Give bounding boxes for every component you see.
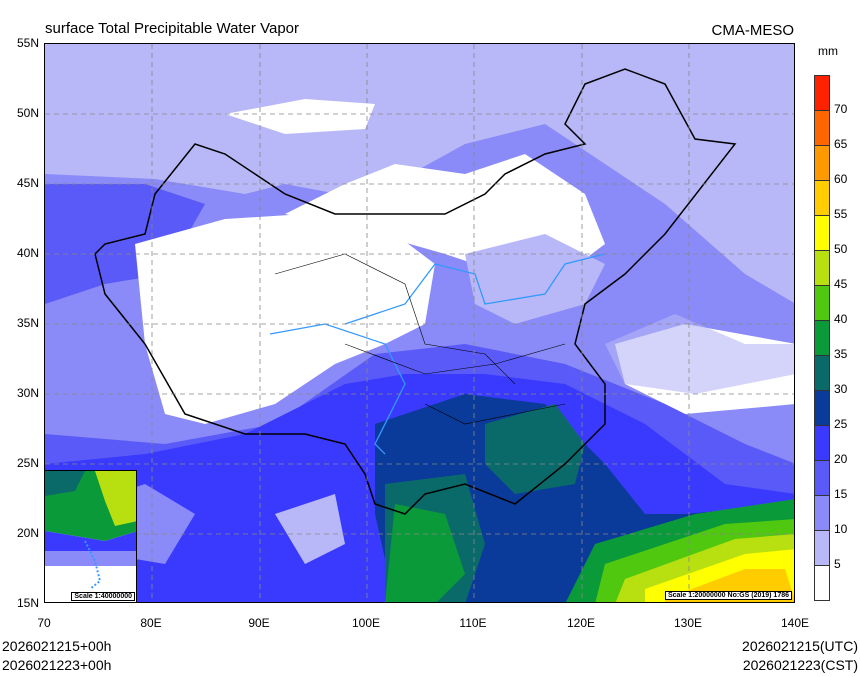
south-china-sea-inset: Scale 1:40000000 — [44, 470, 137, 603]
colorbar-swatch — [814, 495, 830, 531]
lon-label: 140E — [780, 616, 810, 630]
colorbar-swatch — [814, 215, 830, 251]
lon-label: 120E — [566, 616, 596, 630]
colorbar-label: 20 — [834, 452, 848, 466]
main-scale-label: Scale 1:20000000 No:GS (2019) 1786 — [664, 591, 792, 600]
field-35-40 — [385, 504, 465, 602]
lat-label: 25N — [16, 456, 39, 470]
lon-label: 90E — [248, 616, 270, 630]
lat-label: 15N — [16, 596, 39, 610]
graticule — [45, 44, 794, 602]
field-30-35-south-china — [485, 404, 585, 494]
colorbar-swatch — [814, 285, 830, 321]
field-5-10-ne — [605, 64, 765, 204]
colorbar-label: 40 — [834, 312, 848, 326]
colorbar-label: 35 — [834, 347, 848, 361]
colorbar-swatch — [814, 75, 830, 111]
model-name: CMA-MESO — [711, 22, 795, 39]
field-5-10-ocean — [605, 314, 794, 394]
colorbar-label: 30 — [834, 382, 848, 396]
colorbar-swatch — [814, 320, 830, 356]
country-border — [94, 68, 737, 515]
colorbar-label: 60 — [834, 172, 848, 186]
map-title: surface Total Precipitable Water Vapor — [45, 20, 300, 37]
colorbar-label: 65 — [834, 137, 848, 151]
time-cst: 2026021223(CST) — [742, 657, 858, 673]
lat-label: 50N — [16, 106, 39, 120]
precipitable-water-map: Scale 1:20000000 No:GS (2019) 1786 — [44, 43, 795, 603]
colorbar-label: 55 — [834, 207, 848, 221]
colorbar-swatch — [814, 390, 830, 426]
colorbar-swatch — [814, 145, 830, 181]
colorbar-label: 25 — [834, 417, 848, 431]
colorbar-label: 5 — [834, 557, 841, 571]
field-5-10-south — [275, 494, 345, 564]
colorbar-label: 50 — [834, 242, 848, 256]
inset-canvas — [45, 471, 136, 602]
time-utc: 2026021215(UTC) — [742, 638, 858, 654]
colorbar-swatch — [814, 425, 830, 461]
lon-label: 80E — [140, 616, 162, 630]
river — [269, 253, 606, 455]
colorbar-swatch — [814, 180, 830, 216]
colorbar-label: 10 — [834, 522, 848, 536]
colorbar-label: 45 — [834, 277, 848, 291]
field-below-5-tibet — [135, 214, 435, 424]
lon-label: 130E — [673, 616, 703, 630]
colorbar-swatch — [814, 530, 830, 566]
colorbar-label: 15 — [834, 487, 848, 501]
colorbar-swatch — [814, 110, 830, 146]
colorbar-swatch — [814, 250, 830, 286]
forecast-valid: 2026021223+00h — [2, 657, 112, 673]
lat-label: 30N — [16, 386, 39, 400]
colorbar-swatch — [814, 460, 830, 496]
map-canvas — [45, 44, 794, 602]
lat-label: 20N — [16, 526, 39, 540]
lat-label: 55N — [16, 36, 39, 50]
colorbar-swatch — [814, 565, 830, 601]
colorbar-unit: mm — [818, 44, 838, 58]
lon-label: 100E — [351, 616, 381, 630]
field-below-5-north — [225, 99, 375, 134]
lat-label: 35N — [16, 316, 39, 330]
province-borders — [274, 253, 566, 425]
inset-scale-label: Scale 1:40000000 — [71, 592, 135, 601]
lat-label: 45N — [16, 176, 39, 190]
lat-label: 40N — [16, 246, 39, 260]
lon-label: 70 — [37, 616, 51, 630]
forecast-init: 2026021215+00h — [2, 638, 112, 654]
lon-label: 110E — [459, 616, 487, 630]
colorbar-swatch — [814, 355, 830, 391]
colorbar-label: 70 — [834, 102, 848, 116]
